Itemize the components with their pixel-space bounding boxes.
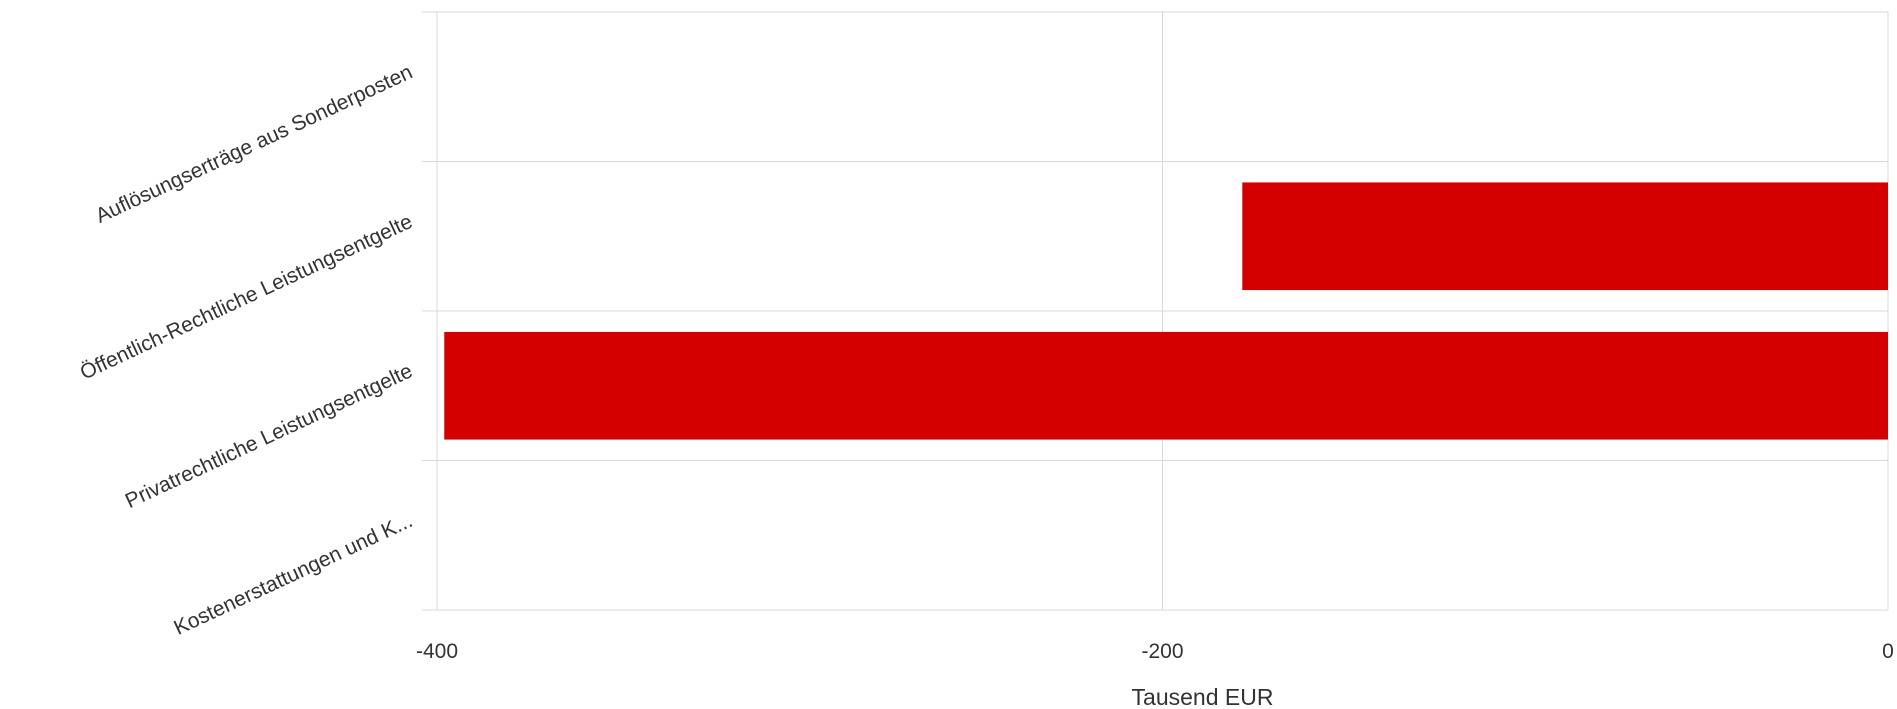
bar	[444, 331, 1888, 440]
x-axis-title: Tausend EUR	[1132, 684, 1274, 709]
category-label: Öffentlich-Rechtliche Leistungsentgelte	[77, 210, 416, 385]
category-labels: Auflösungserträge aus SonderpostenÖffent…	[77, 60, 416, 639]
x-tick-label: -400	[416, 640, 458, 663]
x-tick-label: 0	[1882, 640, 1894, 663]
category-label: Privatrechtliche Leistungsentgelte	[122, 359, 416, 513]
category-label: Auflösungserträge aus Sonderposten	[92, 60, 416, 227]
x-tick-label: -200	[1141, 640, 1183, 663]
gridlines	[422, 11, 1889, 611]
bar	[1242, 182, 1888, 291]
bars	[444, 182, 1888, 440]
x-tick-labels: -400 -200 0	[416, 640, 1894, 663]
category-label: Kostenerstattungen und K...	[170, 509, 416, 640]
